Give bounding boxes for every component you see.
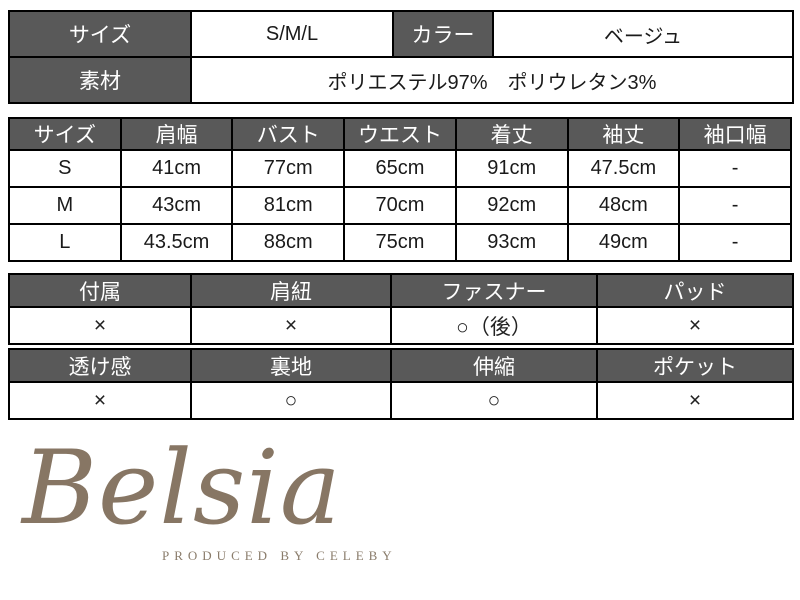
table-cell: 77cm <box>231 149 346 188</box>
feature-table-a: 付属 肩紐 ファスナー パッド × × ○（後） × <box>8 273 794 345</box>
table-cell: 88cm <box>231 223 346 262</box>
table-cell: 75cm <box>343 223 457 262</box>
table-row-size-l: L 43.5cm 88cm 75cm 93cm 49cm - <box>8 223 792 262</box>
table-cell: 48cm <box>566 186 681 225</box>
column-header: 透け感 <box>8 348 192 383</box>
column-header: ファスナー <box>390 273 598 308</box>
table-cell: M <box>8 186 122 225</box>
table-cell: - <box>678 149 792 188</box>
table-cell: S <box>8 149 122 188</box>
table-cell: 92cm <box>454 186 569 225</box>
column-header: 裏地 <box>190 348 392 383</box>
table-cell: 43.5cm <box>119 223 234 262</box>
table-header-row: 透け感 裏地 伸縮 ポケット <box>8 348 794 383</box>
feature-value-cell: ○ <box>190 381 392 420</box>
column-header: バスト <box>231 117 346 151</box>
column-header: ウエスト <box>343 117 457 151</box>
feature-table-b: 透け感 裏地 伸縮 ポケット × ○ ○ × <box>8 348 794 420</box>
table-cell: 49cm <box>566 223 681 262</box>
table-cell: - <box>678 223 792 262</box>
table-cell: 43cm <box>119 186 234 225</box>
brand-logo-tagline: PRODUCED BY CELEBY <box>162 548 397 563</box>
column-header: ポケット <box>596 348 794 383</box>
color-label-cell: カラー <box>392 10 494 58</box>
table-cell: 70cm <box>343 186 457 225</box>
table-header-row: サイズ 肩幅 バスト ウエスト 着丈 袖丈 袖口幅 <box>8 117 792 151</box>
feature-value-cell: × <box>190 306 392 345</box>
brand-logo-wordmark: Belsia <box>22 429 342 548</box>
column-header: 着丈 <box>454 117 569 151</box>
feature-value-cell: × <box>8 381 192 420</box>
table-cell: 93cm <box>454 223 569 262</box>
table-row: サイズ S/M/L カラー ベージュ <box>8 10 794 58</box>
table-row-size-m: M 43cm 81cm 70cm 92cm 48cm - <box>8 186 792 225</box>
size-label-cell: サイズ <box>8 10 192 58</box>
color-value-cell: ベージュ <box>492 10 794 58</box>
table-cell: 47.5cm <box>566 149 681 188</box>
column-header: 付属 <box>8 273 192 308</box>
feature-value-cell: ○ <box>390 381 598 420</box>
column-header: 肩紐 <box>190 273 392 308</box>
column-header: サイズ <box>8 117 122 151</box>
table-header-row: 付属 肩紐 ファスナー パッド <box>8 273 794 308</box>
table-cell: 41cm <box>119 149 234 188</box>
column-header: 袖丈 <box>566 117 681 151</box>
column-header: 袖口幅 <box>678 117 792 151</box>
brand-logo: Belsia PRODUCED BY CELEBY <box>22 430 402 595</box>
table-row: × ○ ○ × <box>8 381 794 420</box>
table-row-size-s: S 41cm 77cm 65cm 91cm 47.5cm - <box>8 149 792 188</box>
feature-value-cell: × <box>596 381 794 420</box>
size-value-cell: S/M/L <box>190 10 394 58</box>
table-cell: 81cm <box>231 186 346 225</box>
feature-value-cell: ○（後） <box>390 306 598 345</box>
top-spec-table: サイズ S/M/L カラー ベージュ 素材 ポリエステル97% ポリウレタン3% <box>8 10 794 104</box>
table-cell: - <box>678 186 792 225</box>
column-header: 伸縮 <box>390 348 598 383</box>
table-row: × × ○（後） × <box>8 306 794 345</box>
table-cell: 91cm <box>454 149 569 188</box>
material-label-cell: 素材 <box>8 56 192 104</box>
table-row: 素材 ポリエステル97% ポリウレタン3% <box>8 56 794 104</box>
feature-value-cell: × <box>596 306 794 345</box>
material-value-cell: ポリエステル97% ポリウレタン3% <box>190 56 794 104</box>
measurement-table: サイズ 肩幅 バスト ウエスト 着丈 袖丈 袖口幅 S 41cm 77cm 65… <box>8 117 792 262</box>
feature-value-cell: × <box>8 306 192 345</box>
table-cell: 65cm <box>343 149 457 188</box>
table-cell: L <box>8 223 122 262</box>
column-header: パッド <box>596 273 794 308</box>
column-header: 肩幅 <box>119 117 234 151</box>
